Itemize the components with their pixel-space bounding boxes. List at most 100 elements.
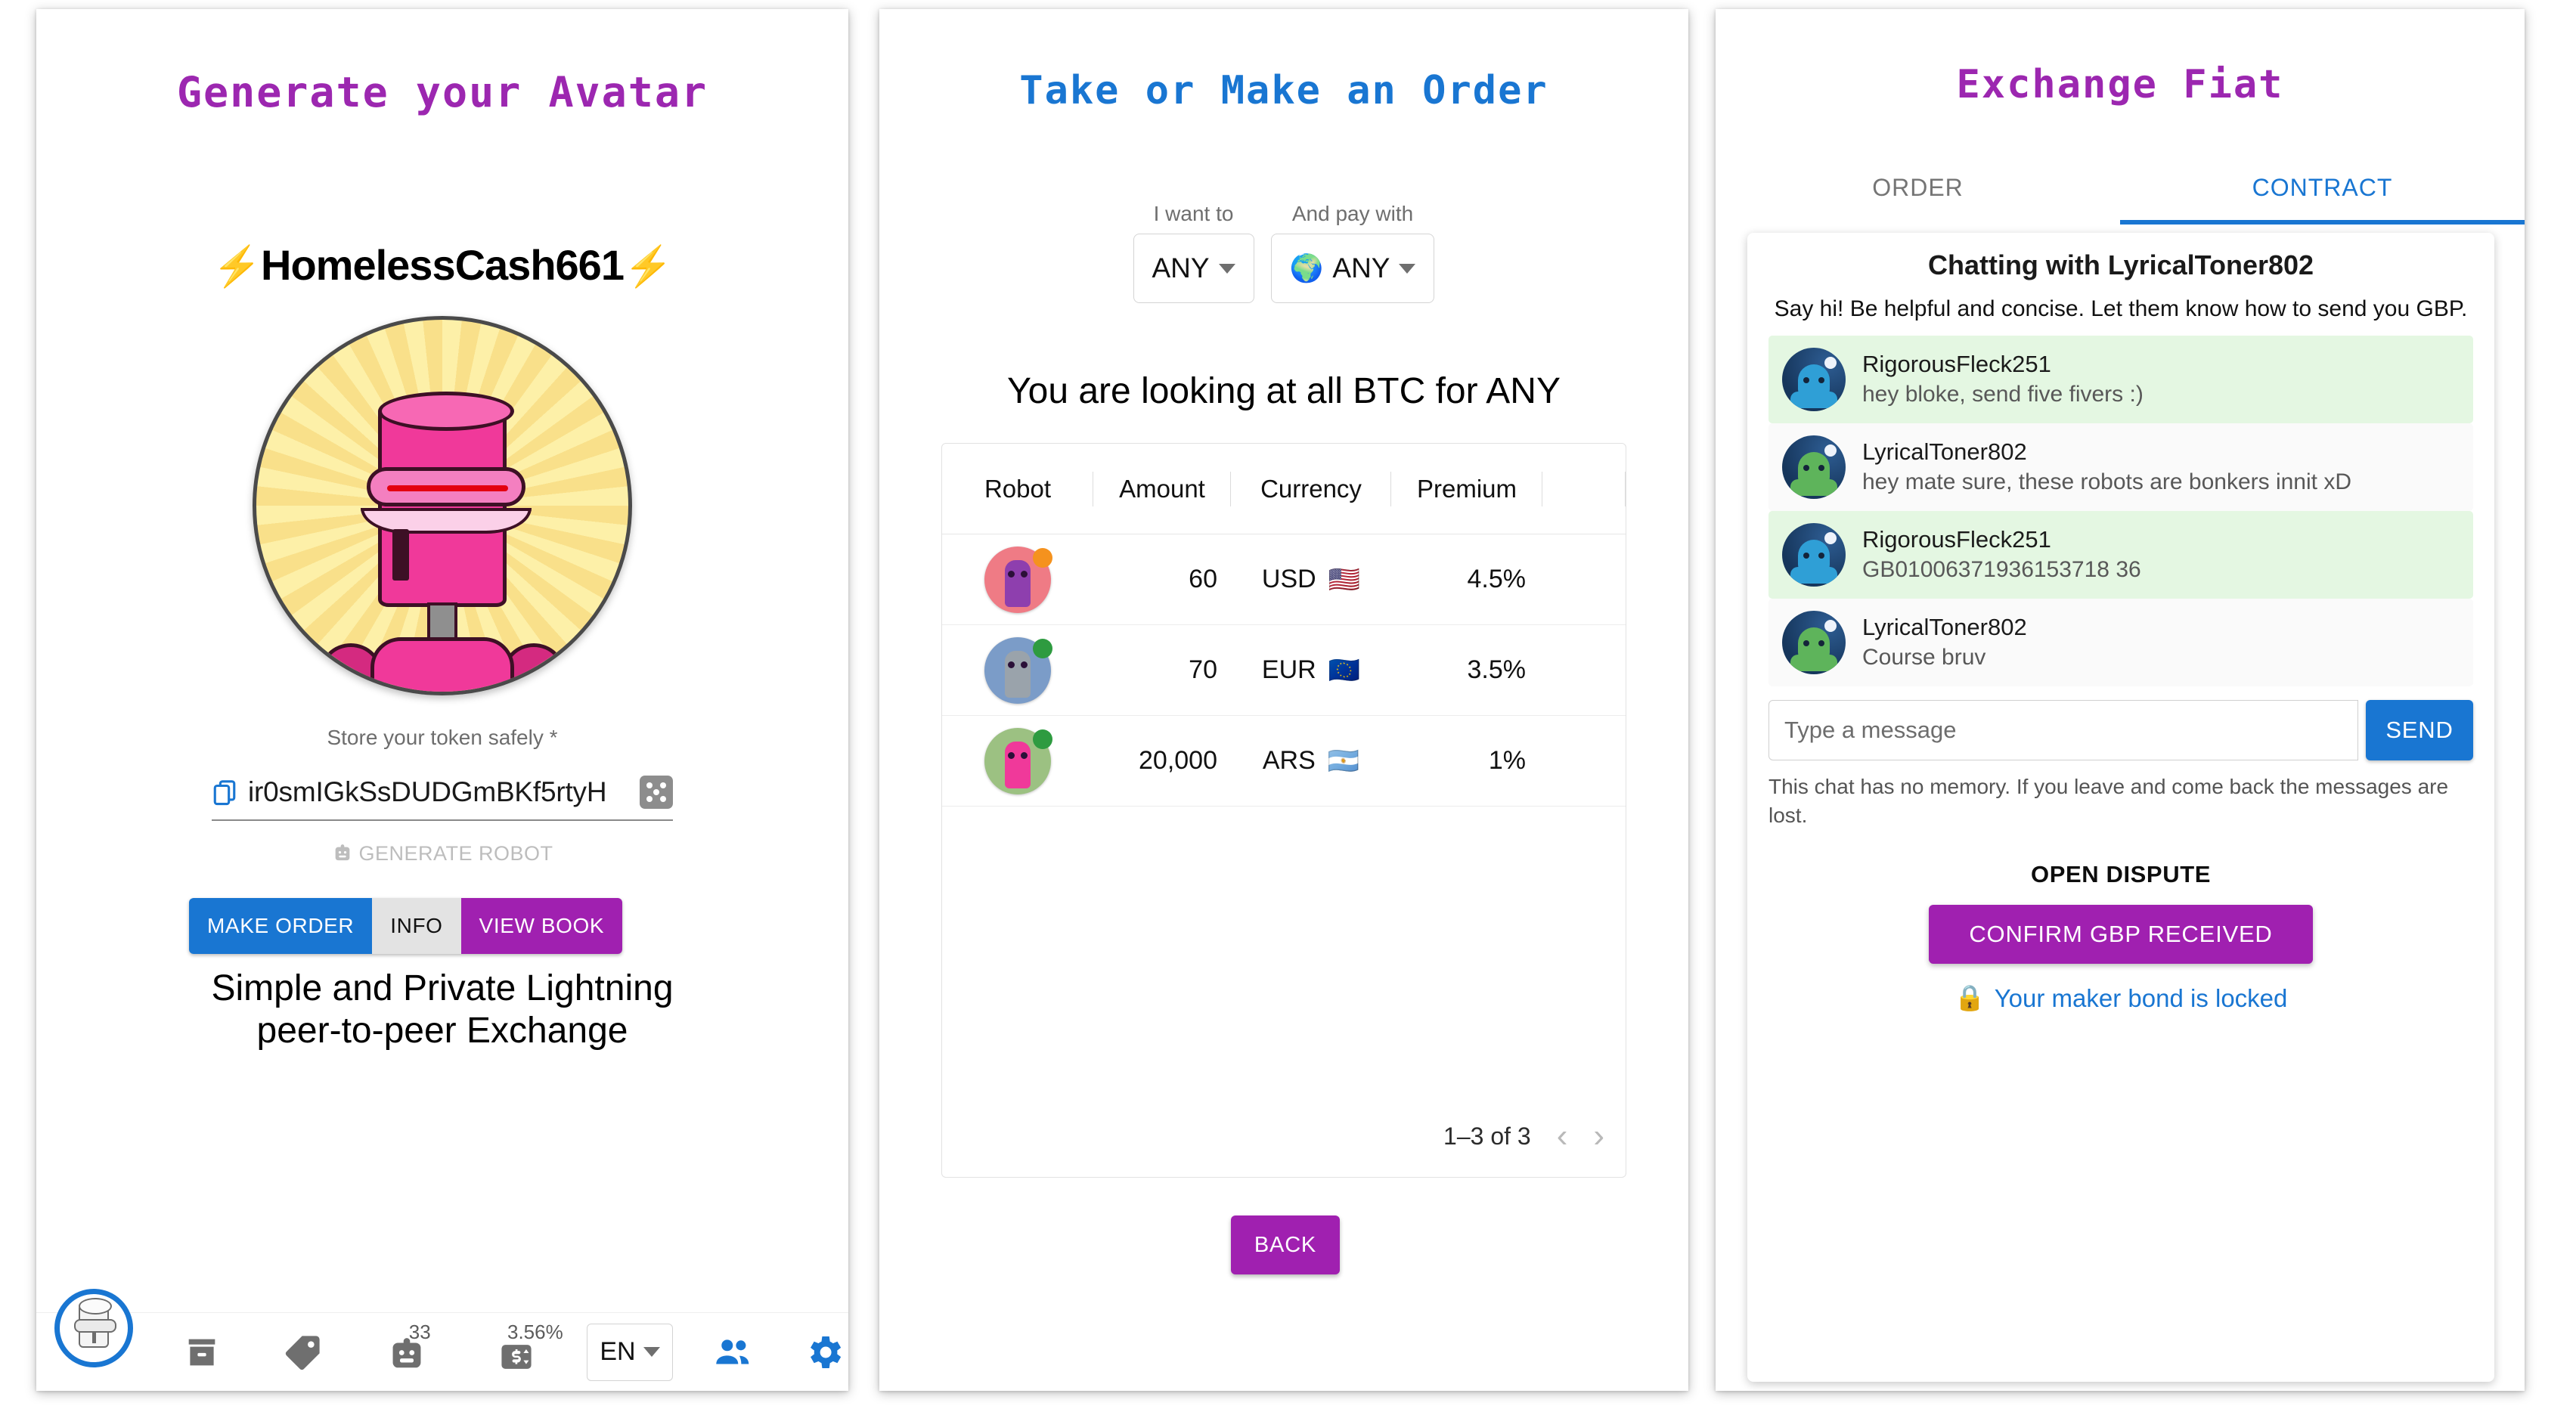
table-empty-area — [942, 807, 1626, 1095]
gear-icon — [811, 1336, 842, 1368]
avatar-mustache — [361, 508, 532, 534]
avatar-head — [361, 392, 532, 607]
globe-icon: 🌍 — [1289, 252, 1324, 283]
action-button-group: MAKE ORDER INFO VIEW BOOK — [189, 898, 623, 954]
cell-premium: 1% — [1488, 746, 1526, 775]
chevron-down-icon — [643, 1347, 660, 1357]
moon-icon — [1824, 444, 1837, 457]
cell-robot-avatar[interactable] — [942, 546, 1093, 613]
avatar — [1782, 347, 1846, 411]
avatar-image[interactable] — [253, 316, 632, 695]
robot-avatar-body — [1005, 650, 1031, 698]
status-dot — [1033, 547, 1052, 568]
inbox-icon — [188, 1339, 215, 1365]
avatar-base — [1790, 566, 1837, 584]
cell-robot-avatar[interactable] — [942, 727, 1093, 794]
open-dispute-button[interactable]: OPEN DISPUTE — [2030, 861, 2212, 888]
tab-contract[interactable]: CONTRACT — [2120, 174, 2525, 225]
avatar-neck — [427, 602, 457, 642]
column-header-amount[interactable]: Amount — [1093, 475, 1231, 503]
filter-i-want-to: I want to ANY — [1133, 202, 1254, 303]
moon-icon — [1824, 356, 1837, 369]
currency-code: ARS — [1262, 746, 1316, 775]
message-input[interactable]: Type a message — [1768, 699, 2358, 760]
robot-head-icon — [392, 1337, 421, 1367]
nav-item-community[interactable] — [687, 1313, 780, 1391]
chevron-left-icon[interactable]: ‹ — [1556, 1117, 1568, 1154]
chat-message-text: hey bloke, send five fivers :) — [1862, 382, 2144, 407]
token-value[interactable]: ir0smIGkSsDUDGmBKf5rtyH — [248, 776, 607, 807]
cell-robot-avatar[interactable] — [942, 636, 1093, 704]
cell-amount: 60 — [1189, 565, 1217, 593]
avatar-base — [1790, 391, 1837, 408]
flag-icon: 🇺🇸 — [1328, 565, 1361, 594]
people-icon — [716, 1339, 749, 1364]
dice-icon[interactable] — [640, 776, 673, 809]
status-dot — [1033, 638, 1052, 658]
avatar-visor — [367, 467, 525, 506]
column-header-currency[interactable]: Currency — [1231, 475, 1391, 503]
robot-avatar — [984, 636, 1052, 704]
chat-message: LyricalToner802 Course bruv — [1768, 598, 2473, 686]
copy-icon[interactable] — [212, 778, 237, 807]
bolt-left-icon: ⚡ — [212, 245, 262, 289]
chat-message-text: Course bruv — [1862, 645, 1986, 670]
back-button[interactable]: BACK — [1231, 1215, 1340, 1274]
tab-order[interactable]: ORDER — [1872, 174, 1964, 201]
robot-avatar — [984, 727, 1052, 794]
chat-subtitle: Say hi! Be helpful and concise. Let them… — [1774, 296, 2468, 321]
bolt-right-icon: ⚡ — [623, 245, 673, 289]
table-row[interactable]: 60 USD 🇺🇸 4.5% — [942, 534, 1626, 625]
robot-count-badge: 33 — [408, 1321, 431, 1343]
chat-message: RigorousFleck251 GB01006371936153718 36 — [1768, 510, 2473, 599]
chat-composer: Type a message SEND — [1768, 699, 2473, 760]
tagline: Simple and Private Lightning peer-to-pee… — [82, 968, 803, 1052]
make-order-button[interactable]: MAKE ORDER — [189, 898, 373, 954]
maker-bond-status[interactable]: 🔒 Your maker bond is locked — [1768, 983, 2473, 1013]
panel-exchange-fiat: Exchange Fiat ORDER CONTRACT Chatting wi… — [1716, 9, 2525, 1391]
pagination-range: 1–3 of 3 — [1443, 1122, 1531, 1150]
currency-code: EUR — [1261, 655, 1316, 684]
chat-message-author: RigorousFleck251 — [1862, 351, 2051, 378]
bottom-navigation-bar: 33 3.56% — [36, 1289, 848, 1391]
chat-heading: Chatting with LyricalToner802 — [1927, 249, 2314, 280]
filter-pay-select[interactable]: 🌍 ANY — [1270, 234, 1435, 303]
nav-item-robot-count[interactable]: 33 — [354, 1313, 460, 1391]
filter-want-select[interactable]: ANY — [1133, 234, 1254, 303]
table-row[interactable]: 20,000 ARS 🇦🇷 1% — [942, 716, 1626, 807]
token-input-row[interactable]: ir0smIGkSsDUDGmBKf5rtyH — [212, 765, 673, 821]
filter-and-pay-with: And pay with 🌍 ANY — [1270, 202, 1435, 303]
avatar-mini-icon[interactable] — [54, 1289, 133, 1367]
cell-amount: 20,000 — [1139, 746, 1217, 775]
panel-generate-avatar: Generate your Avatar ⚡HomelessCash661⚡ S… — [36, 9, 848, 1391]
language-value: EN — [600, 1337, 636, 1366]
table-header-row: Robot Amount Currency Premium — [942, 444, 1626, 534]
nav-item-settings[interactable] — [780, 1313, 848, 1391]
column-header-premium[interactable]: Premium — [1391, 475, 1542, 503]
order-filters: I want to ANY And pay with 🌍 ANY — [879, 202, 1688, 303]
contract-tabs: ORDER CONTRACT — [1716, 174, 2525, 225]
cell-currency: USD 🇺🇸 — [1231, 565, 1391, 595]
send-button[interactable]: SEND — [2366, 699, 2473, 760]
order-book-table: Robot Amount Currency Premium 60 USD 🇺🇸 — [941, 443, 1626, 1178]
column-header-robot[interactable]: Robot — [942, 475, 1093, 503]
chat-message-author: LyricalToner802 — [1862, 438, 2027, 466]
chevron-right-icon[interactable]: › — [1593, 1117, 1604, 1154]
language-selector[interactable]: EN — [573, 1313, 687, 1391]
moon-icon — [1824, 619, 1837, 632]
cell-currency: ARS 🇦🇷 — [1231, 746, 1391, 776]
view-book-button[interactable]: VIEW BOOK — [460, 898, 623, 954]
info-button[interactable]: INFO — [372, 898, 461, 954]
currency-code: USD — [1261, 565, 1316, 593]
generate-robot-button[interactable]: GENERATE ROBOT — [36, 842, 848, 866]
table-row[interactable]: 70 EUR 🇪🇺 3.5% — [942, 625, 1626, 716]
avatar — [1782, 522, 1846, 587]
confirm-fiat-received-button[interactable]: CONFIRM GBP RECEIVED — [1929, 905, 2313, 965]
nav-item-exchange-fee[interactable]: 3.56% — [460, 1313, 573, 1391]
nav-item-offers[interactable] — [253, 1313, 354, 1391]
robot-avatar-body — [1005, 559, 1031, 607]
filter-want-value: ANY — [1152, 252, 1210, 283]
nav-item-orders[interactable] — [151, 1313, 253, 1391]
nav-item-robot-profile[interactable] — [36, 1289, 151, 1391]
